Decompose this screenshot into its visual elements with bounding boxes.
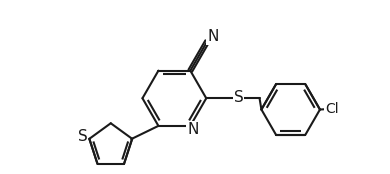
Text: S: S [234, 90, 243, 105]
Text: S: S [78, 129, 87, 144]
Text: Cl: Cl [325, 102, 339, 116]
Text: N: N [187, 122, 199, 137]
Text: N: N [207, 29, 218, 44]
